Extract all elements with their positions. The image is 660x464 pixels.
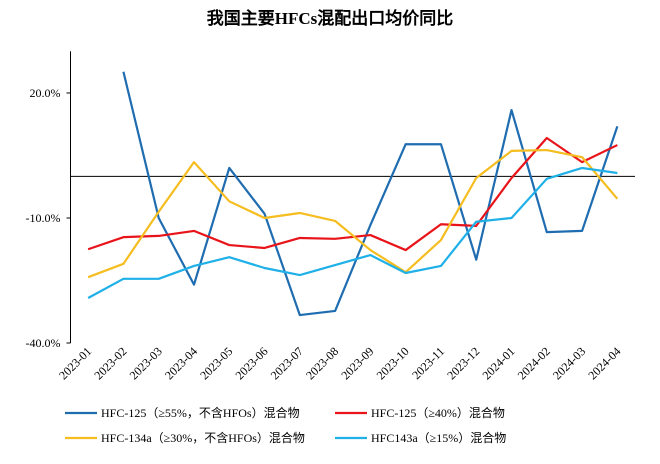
x-tick-label: 2023-04 bbox=[162, 344, 200, 382]
series-line bbox=[87, 166, 618, 299]
y-tick-label: -10.0% bbox=[26, 211, 61, 225]
series-line bbox=[87, 148, 619, 279]
x-tick-label: 2024-03 bbox=[550, 344, 588, 382]
x-tick-label: 2023-08 bbox=[303, 344, 341, 382]
x-tick-label: 2023-01 bbox=[56, 344, 94, 382]
x-tick-label: 2023-06 bbox=[232, 344, 270, 382]
x-tick-label: 2024-02 bbox=[515, 344, 553, 382]
legend-label: HFC-125（≥55%，不含HFOs）混合物 bbox=[101, 405, 300, 420]
legend-label: HFC-125（≥40%）混合物 bbox=[371, 405, 505, 420]
x-tick-label: 2023-11 bbox=[409, 344, 447, 382]
x-tick-label: 2023-12 bbox=[444, 344, 482, 382]
x-tick-label: 2024-01 bbox=[479, 344, 517, 382]
chart-title: 我国主要HFCs混配出口均价同比 bbox=[207, 8, 454, 28]
x-tick-label: 2023-03 bbox=[127, 344, 165, 382]
x-tick-label: 2023-05 bbox=[197, 344, 235, 382]
y-tick-label: -40.0% bbox=[26, 336, 61, 350]
x-tick-label: 2023-10 bbox=[374, 344, 412, 382]
legend-label: HFC-134a（≥30%，不含HFOs）混合物 bbox=[101, 430, 305, 445]
x-tick-label: 2024-04 bbox=[585, 344, 623, 382]
series-line bbox=[122, 71, 619, 317]
series-line bbox=[87, 136, 618, 252]
legend-label: HFC143a（≥15%）混合物 bbox=[371, 430, 506, 445]
x-tick-label: 2023-02 bbox=[91, 344, 129, 382]
x-tick-label: 2023-07 bbox=[268, 344, 306, 382]
y-tick-label: 20.0% bbox=[30, 86, 61, 100]
x-tick-label: 2023-09 bbox=[338, 344, 376, 382]
